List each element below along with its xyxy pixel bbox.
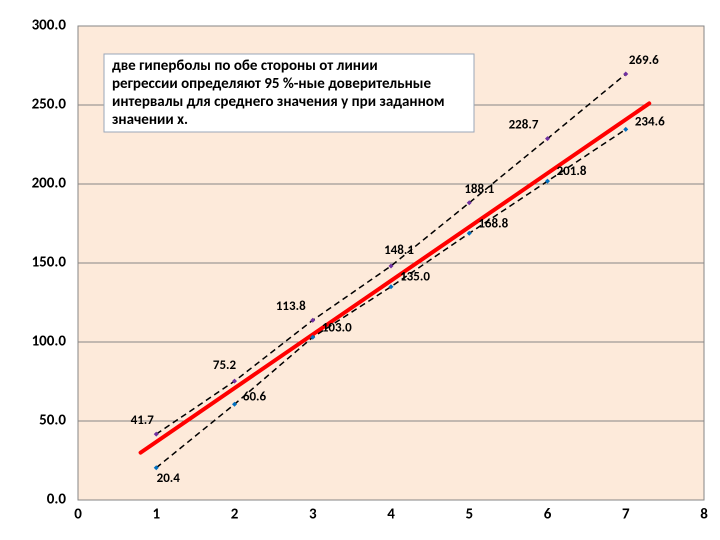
upper-data-label: 113.8 bbox=[276, 299, 306, 314]
y-tick-label: 250.0 bbox=[32, 96, 67, 114]
y-tick-label: 100.0 bbox=[32, 333, 67, 351]
y-tick-label: 150.0 bbox=[32, 254, 67, 272]
y-tick-label: 200.0 bbox=[32, 175, 67, 193]
annotation-text: значении x. bbox=[112, 111, 188, 129]
y-tick-label: 300.0 bbox=[32, 17, 67, 35]
annotation-text: регрессии определяют 95 %-ные доверитель… bbox=[112, 75, 431, 93]
lower-data-label: 168.8 bbox=[478, 216, 508, 231]
lower-data-label: 103.0 bbox=[322, 320, 352, 335]
x-tick-label: 8 bbox=[700, 505, 708, 523]
upper-data-label: 41.7 bbox=[131, 413, 155, 428]
upper-data-label: 269.6 bbox=[629, 53, 659, 68]
lower-data-label: 20.4 bbox=[157, 471, 181, 486]
chart: 0.0 50.0 100.0 150.0 200.0 250.0 300.0 0 1 2 3 4 5 6 7… bbox=[0, 0, 720, 540]
x-tick-label: 3 bbox=[309, 505, 317, 523]
x-tick-label: 1 bbox=[152, 505, 160, 523]
x-tick-label: 2 bbox=[231, 505, 239, 523]
upper-data-label: 228.7 bbox=[509, 118, 539, 133]
y-tick-label: 50.0 bbox=[39, 412, 66, 430]
upper-data-label: 75.2 bbox=[213, 358, 237, 373]
x-tick-label: 4 bbox=[387, 505, 395, 523]
x-tick-label: 7 bbox=[622, 505, 630, 523]
x-tick-label: 5 bbox=[465, 505, 473, 523]
x-tick-label: 0 bbox=[74, 505, 82, 523]
upper-data-label: 188.1 bbox=[464, 182, 494, 197]
x-tick-label: 6 bbox=[544, 505, 552, 523]
chart-svg: 0.0 50.0 100.0 150.0 200.0 250.0 300.0 0 1 2 3 4 5 6 7… bbox=[0, 0, 720, 540]
annotation-text: интервалы для среднего значения y при за… bbox=[112, 93, 445, 111]
upper-data-label: 148.1 bbox=[384, 243, 414, 258]
y-tick-label: 0.0 bbox=[47, 491, 67, 509]
lower-data-label: 234.6 bbox=[635, 114, 665, 129]
annotation-text: две гиперболы по обе стороны от линии bbox=[112, 57, 378, 75]
lower-data-label: 201.8 bbox=[557, 164, 587, 179]
lower-data-label: 135.0 bbox=[400, 270, 430, 285]
lower-data-label: 60.6 bbox=[243, 389, 267, 404]
